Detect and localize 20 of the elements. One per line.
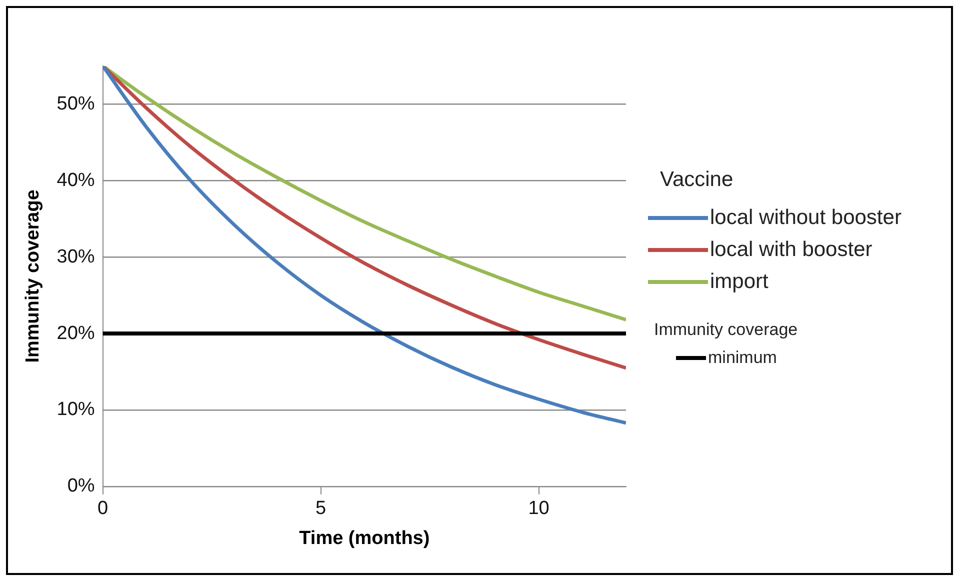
y-tick-label: 30% [56, 246, 95, 268]
y-tick-label: 50% [56, 93, 95, 114]
x-tick-label: 0 [98, 498, 108, 520]
legend-label: local with booster [710, 238, 872, 262]
x-tick-label: 5 [316, 498, 326, 520]
legend-label: import [710, 270, 768, 294]
line-series [102, 66, 626, 425]
y-tick-label: 20% [56, 322, 95, 344]
y-tick-label: 0% [67, 476, 95, 497]
x-tick-label: 10 [528, 498, 550, 520]
text: Immunity coverage [654, 320, 799, 340]
legend-label: local without booster [710, 206, 902, 230]
legend-label: minimum [708, 348, 777, 368]
y-tick-label: 10% [56, 399, 95, 420]
y-tick-label: 40% [56, 170, 95, 191]
legend-title: Vaccine [660, 168, 734, 192]
line-series [102, 66, 626, 322]
x-axis-title: Time (months) [299, 528, 430, 549]
line-series [102, 66, 626, 370]
y-axis-title: Immunity coverage [22, 190, 44, 363]
